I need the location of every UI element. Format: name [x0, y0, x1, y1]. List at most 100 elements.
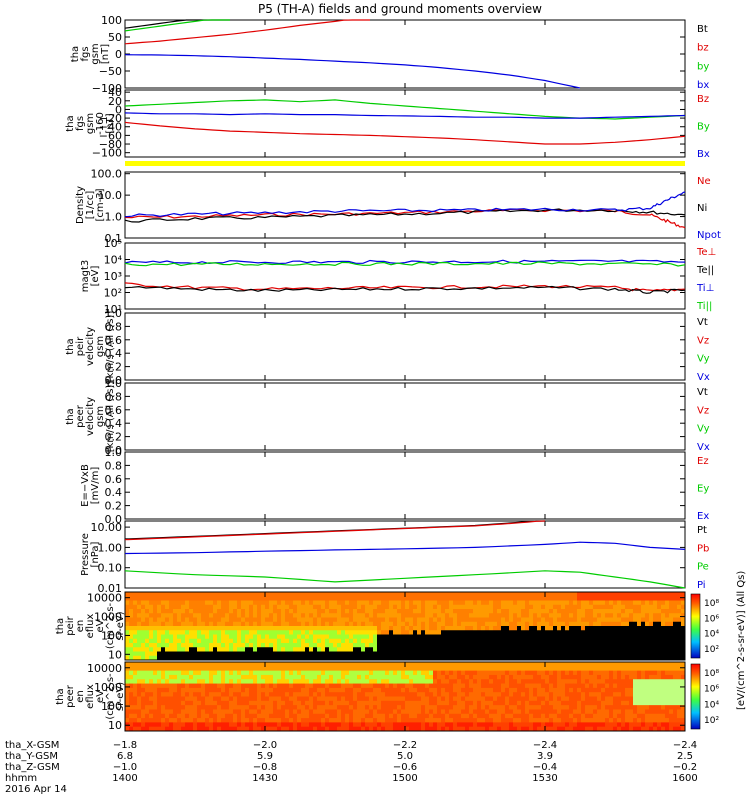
spectrogram-cell — [165, 617, 170, 623]
spectrogram-cell — [637, 600, 642, 606]
spectrogram-cell — [305, 722, 310, 728]
spectrogram-cell — [405, 626, 410, 631]
spectrogram-cell — [637, 592, 642, 597]
spectrogram-cell — [217, 709, 222, 715]
spectrogram-cell — [321, 596, 326, 601]
spectrogram-cell — [333, 683, 338, 689]
spectrogram-cell — [657, 596, 662, 601]
spectrogram-cell — [205, 604, 210, 610]
spectrogram-cell — [317, 643, 322, 648]
spectrogram-cell — [161, 666, 166, 672]
spectrogram-cell — [637, 596, 642, 601]
spectrogram-cell — [677, 666, 682, 672]
spectrogram-cell — [641, 679, 646, 684]
spectrogram-cell — [449, 604, 454, 610]
spectrogram-cell — [513, 674, 518, 680]
spectrogram-cell — [357, 604, 362, 610]
spectrogram-cell — [469, 713, 474, 719]
spectrogram-cell — [537, 613, 542, 618]
spectrogram-cell — [133, 700, 138, 706]
spectrogram-cell — [425, 651, 430, 657]
spectrogram-cell — [281, 709, 286, 715]
spectrogram-cell — [265, 617, 270, 623]
spectrogram-cell — [421, 617, 426, 623]
spectrogram-cell — [533, 718, 538, 723]
spectrogram-cell — [333, 600, 338, 606]
spectrogram-cell — [453, 647, 458, 652]
spectrogram-cell — [389, 709, 394, 715]
spectrogram-cell — [605, 683, 610, 689]
spectrogram-cell — [645, 666, 650, 672]
spectrogram-cell — [597, 705, 602, 710]
spectrogram-cell — [513, 700, 518, 706]
spectrogram-cell — [397, 709, 402, 715]
spectrogram-cell — [373, 662, 378, 667]
spectrogram-cell — [457, 613, 462, 618]
spectrogram-cell — [265, 647, 270, 652]
spectrogram-cell — [593, 666, 598, 672]
spectrogram-cell — [529, 722, 534, 728]
spectrogram-cell — [329, 709, 334, 715]
spectrogram-cell — [669, 604, 674, 610]
spectrogram-cell — [633, 634, 638, 640]
spectrogram-cell — [213, 604, 218, 610]
spectrogram-cell — [597, 726, 602, 732]
spectrogram-cell — [469, 670, 474, 676]
spectrogram-cell — [273, 638, 278, 644]
spectrogram-cell — [589, 662, 594, 667]
spectrogram-cell — [237, 670, 242, 676]
spectrogram-cell — [185, 600, 190, 606]
spectrogram-cell — [173, 722, 178, 728]
spectrogram-cell — [261, 670, 266, 676]
spectrogram-cell — [201, 651, 206, 657]
spectrogram-cell — [553, 592, 558, 597]
spectrogram-cell — [285, 630, 290, 635]
spectrogram-cell — [189, 722, 194, 728]
spectrogram-cell — [317, 700, 322, 706]
spectrogram-cell — [621, 655, 626, 661]
spectrogram-cell — [549, 670, 554, 676]
spectrogram-cell — [221, 700, 226, 706]
spectrogram-cell — [473, 634, 478, 640]
spectrogram-cell — [437, 679, 442, 684]
spectrogram-cell — [517, 674, 522, 680]
spectrogram-cell — [661, 609, 666, 614]
spectrogram-cell — [533, 617, 538, 623]
spectrogram-cell — [417, 700, 422, 706]
spectrogram-cell — [333, 662, 338, 667]
spectrogram-cell — [489, 696, 494, 702]
spectrogram-cell — [449, 696, 454, 702]
spectrogram-cell — [553, 655, 558, 661]
spectrogram-cell — [629, 662, 634, 667]
spectrogram-cell — [541, 617, 546, 623]
spectrogram-cell — [561, 647, 566, 652]
spectrogram-cell — [153, 609, 158, 614]
spectrogram-cell — [261, 718, 266, 723]
spectrogram-cell — [505, 709, 510, 715]
spectrogram-cell — [281, 674, 286, 680]
spectrogram-cell — [585, 683, 590, 689]
spectrogram-cell — [353, 621, 358, 627]
spectrogram-cell — [377, 709, 382, 715]
spectrogram-cell — [557, 700, 562, 706]
spectrogram-cell — [345, 713, 350, 719]
spectrogram-cell — [265, 626, 270, 631]
spectrogram-cell — [497, 655, 502, 661]
spectrogram-cell — [361, 643, 366, 648]
spectrogram-cell — [449, 634, 454, 640]
spectrogram-cell — [501, 705, 506, 710]
spectrogram-cell — [317, 713, 322, 719]
spectrogram-cell — [581, 630, 586, 635]
spectrogram-cell — [513, 692, 518, 697]
spectrogram-cell — [497, 651, 502, 657]
spectrogram-cell — [201, 596, 206, 601]
spectrogram-cell — [229, 722, 234, 728]
spectrogram-cell — [649, 679, 654, 684]
spectrogram-cell — [445, 705, 450, 710]
spectrogram-cell — [437, 687, 442, 693]
spectrogram-cell — [373, 596, 378, 601]
spectrogram-cell — [509, 692, 514, 697]
spectrogram-cell — [265, 713, 270, 719]
